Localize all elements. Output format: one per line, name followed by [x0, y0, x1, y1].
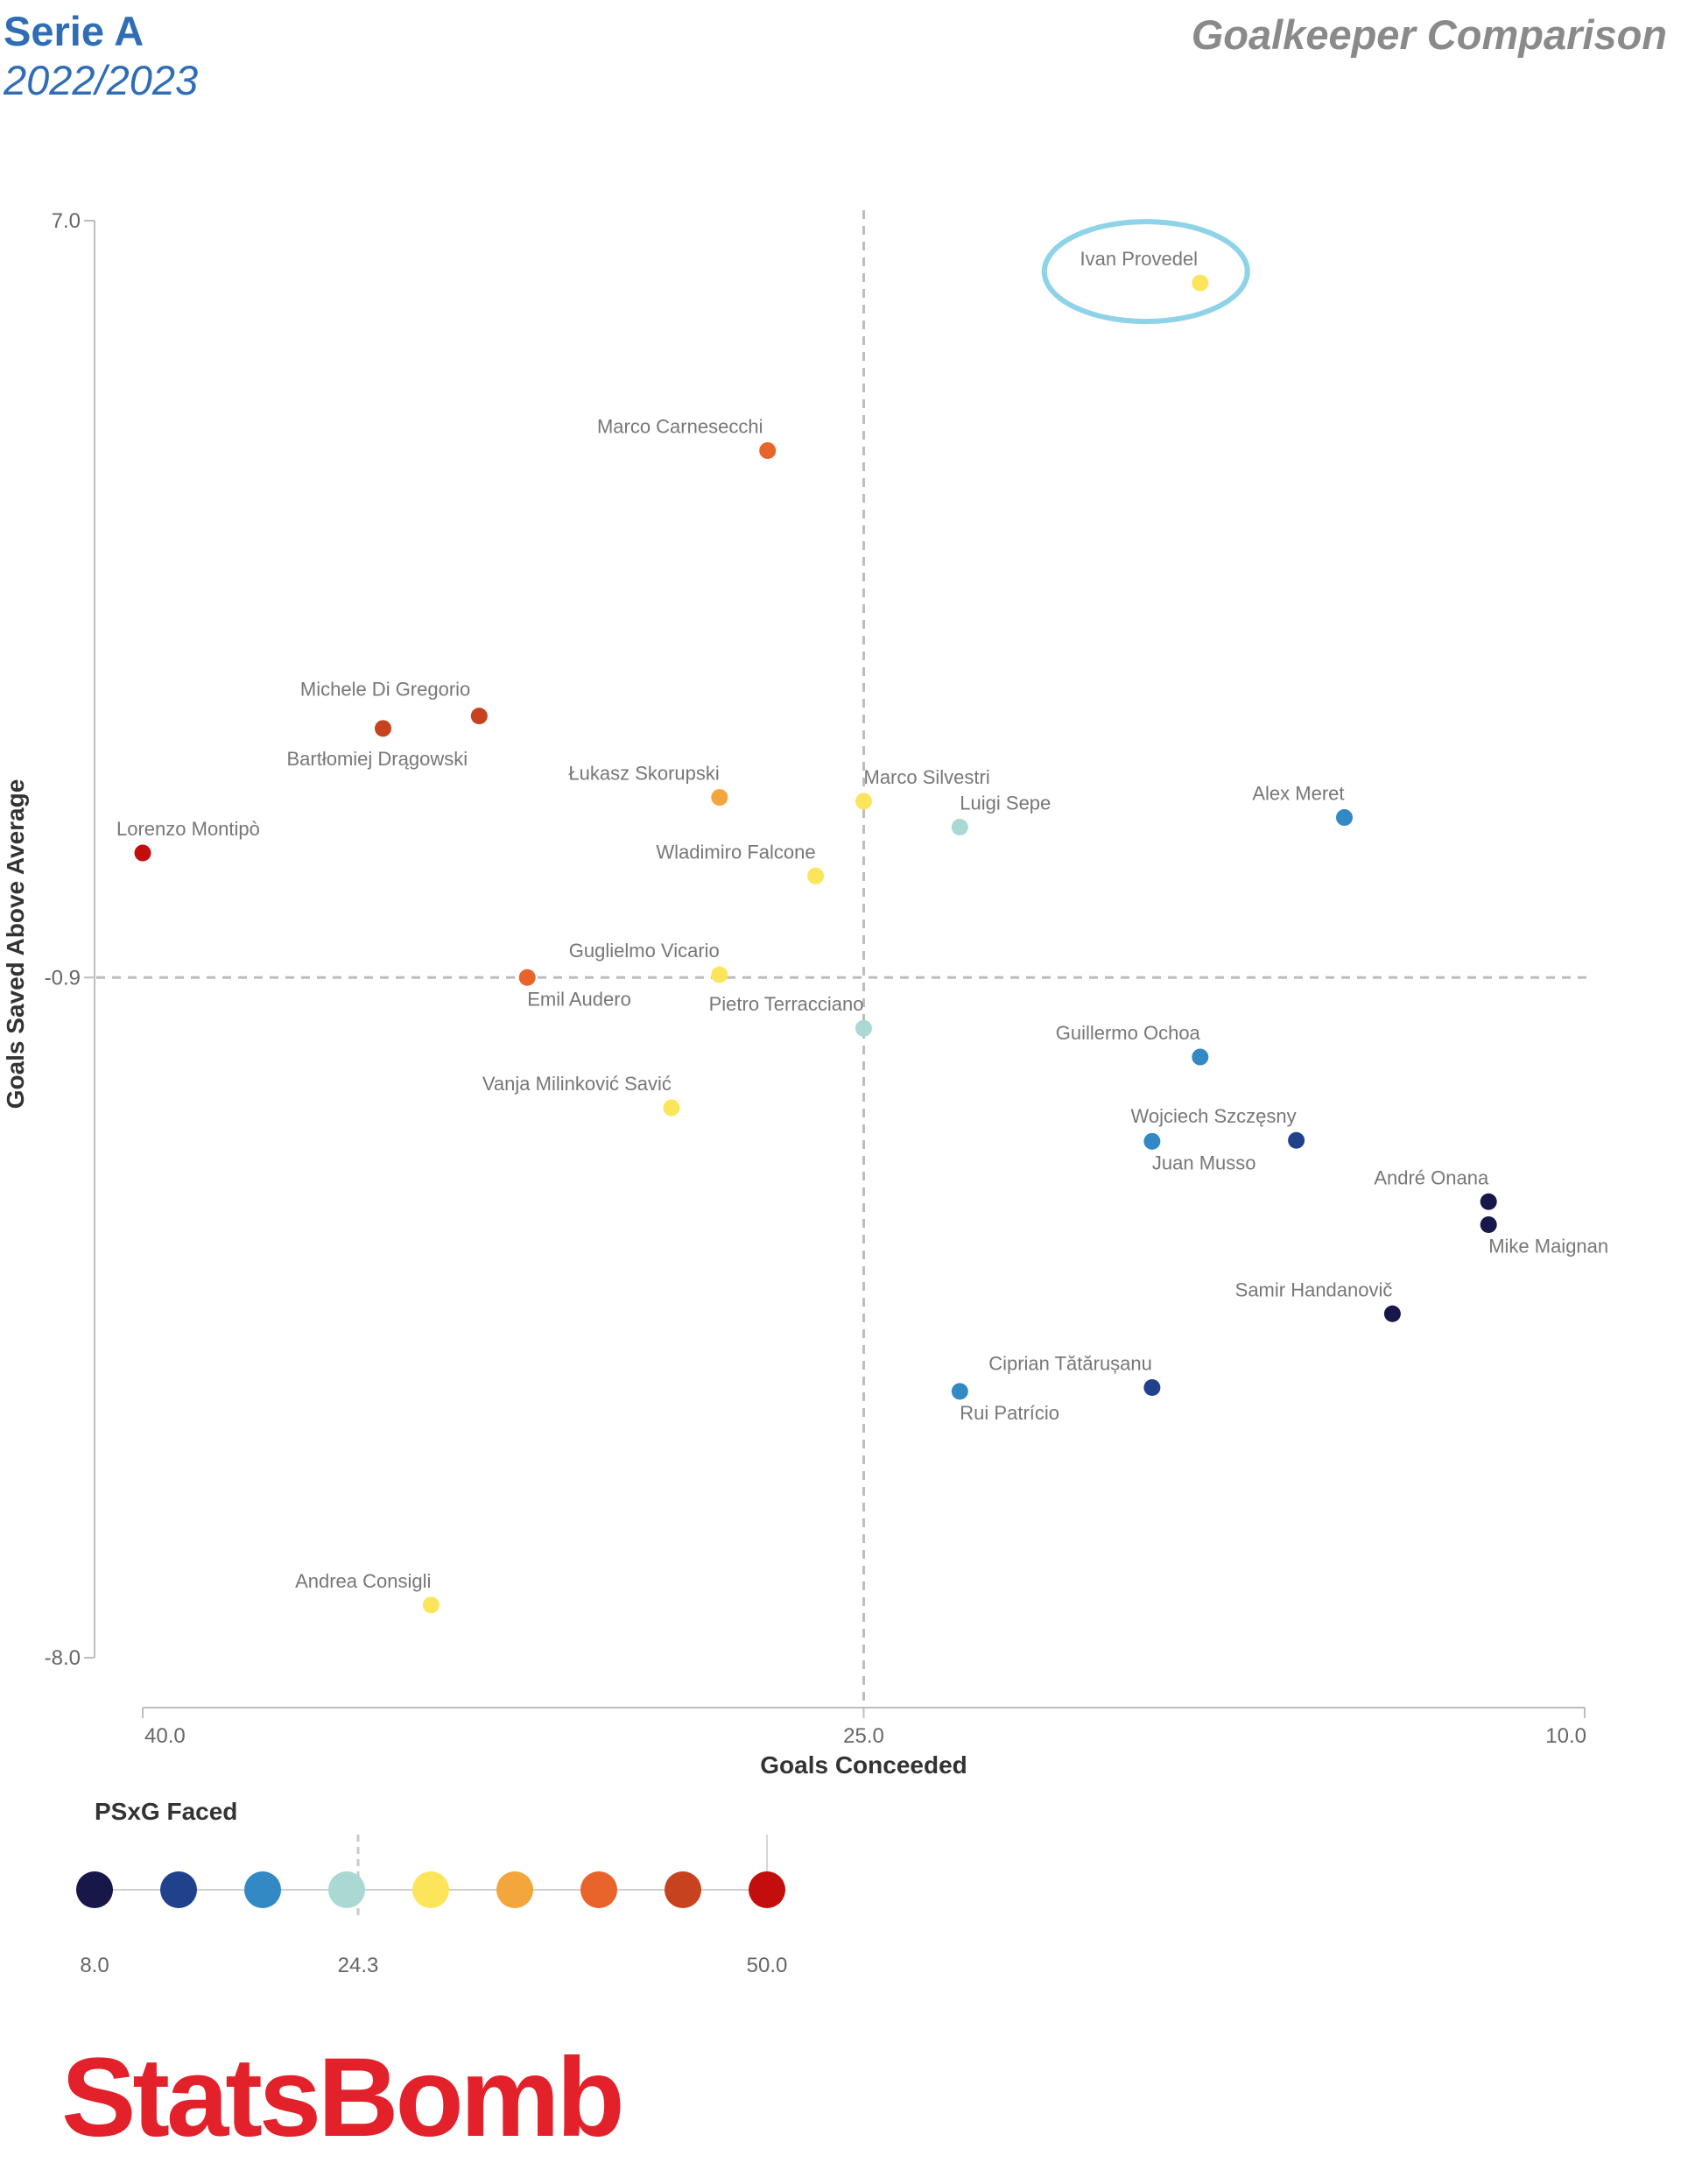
data-point — [375, 720, 391, 737]
legend-swatch — [665, 1871, 701, 1908]
point-label: Guillermo Ochoa — [1056, 1022, 1201, 1044]
legend-swatch — [76, 1871, 113, 1908]
point-label: Marco Carnesecchi — [597, 416, 763, 438]
season-subtitle: 2022/2023 — [4, 57, 199, 103]
legend-min-label: 8.0 — [80, 1954, 109, 1977]
data-point — [663, 1099, 680, 1117]
point-label: Samir Handanovič — [1235, 1279, 1393, 1300]
y-tick-label: 7.0 — [52, 209, 81, 233]
point-label: Mike Maignan — [1488, 1236, 1608, 1258]
point-label: Vanja Milinković Savić — [482, 1073, 672, 1095]
point-label: Juan Musso — [1152, 1152, 1256, 1173]
x-tick-label: 40.0 — [144, 1724, 186, 1748]
point-label: Ivan Provedel — [1080, 248, 1199, 270]
data-point — [711, 789, 728, 807]
point-label: Marco Silvestri — [864, 766, 990, 788]
point-label: Bartłomiej Drągowski — [287, 748, 468, 770]
data-point — [1480, 1216, 1497, 1234]
point-label: Pietro Terracciano — [709, 993, 864, 1015]
point-label: Łukasz Skorupski — [568, 763, 719, 785]
point-label: Lorenzo Montipò — [116, 818, 260, 840]
data-point — [134, 844, 151, 862]
point-label: Guglielmo Vicario — [569, 940, 720, 962]
point-label: Rui Patrício — [960, 1402, 1059, 1424]
data-point — [1288, 1131, 1305, 1149]
data-point — [1192, 1048, 1209, 1066]
x-tick-label: 25.0 — [843, 1724, 884, 1748]
y-tick-label: -8.0 — [45, 1646, 81, 1670]
data-point — [1143, 1378, 1161, 1396]
data-point — [855, 793, 872, 810]
data-point — [518, 969, 536, 986]
point-label: Michele Di Gregorio — [300, 679, 470, 701]
data-point — [951, 1383, 968, 1400]
legend-swatch — [244, 1871, 281, 1908]
y-axis-label: Goals Saved Above Average — [2, 779, 29, 1110]
legend-swatch — [749, 1871, 785, 1908]
legend-swatch — [580, 1871, 617, 1908]
point-label: Luigi Sepe — [960, 793, 1051, 814]
point-label: Alex Meret — [1252, 783, 1344, 805]
data-point — [807, 867, 825, 884]
point-label: Emil Audero — [527, 988, 631, 1010]
point-label: André Onana — [1374, 1166, 1489, 1188]
data-point — [855, 1019, 872, 1037]
data-point — [470, 708, 488, 725]
legend-swatch — [412, 1871, 449, 1908]
highlight-ring — [1041, 219, 1250, 325]
data-point — [1480, 1193, 1497, 1210]
data-point — [1336, 809, 1353, 827]
legend-mid-label: 24.3 — [338, 1954, 379, 1977]
point-label: Wladimiro Falcone — [656, 841, 815, 863]
data-point — [711, 966, 728, 983]
data-point — [1192, 274, 1209, 292]
point-label: Andrea Consigli — [295, 1570, 431, 1592]
data-point — [1143, 1132, 1161, 1150]
data-point — [951, 819, 968, 836]
league-title: Serie A — [4, 8, 144, 54]
legend-title: PSxG Faced — [95, 1798, 237, 1825]
data-point — [422, 1596, 440, 1614]
chart-title: Goalkeeper Comparison — [1191, 11, 1667, 58]
y-tick-label: -0.9 — [45, 966, 81, 990]
point-label: Wojciech Szczęsny — [1130, 1105, 1296, 1127]
statsbomb-logo: StatsBomb — [61, 2035, 625, 2160]
x-tick-label: 10.0 — [1545, 1724, 1586, 1748]
data-point — [1383, 1305, 1401, 1322]
legend-swatch — [328, 1871, 365, 1908]
legend-swatch — [160, 1871, 197, 1908]
legend-swatch — [496, 1871, 533, 1908]
legend-max-label: 50.0 — [747, 1954, 788, 1977]
data-point — [759, 442, 777, 460]
x-axis-label: Goals Conceeded — [760, 1751, 967, 1779]
point-label: Ciprian Tătărușanu — [988, 1352, 1152, 1374]
